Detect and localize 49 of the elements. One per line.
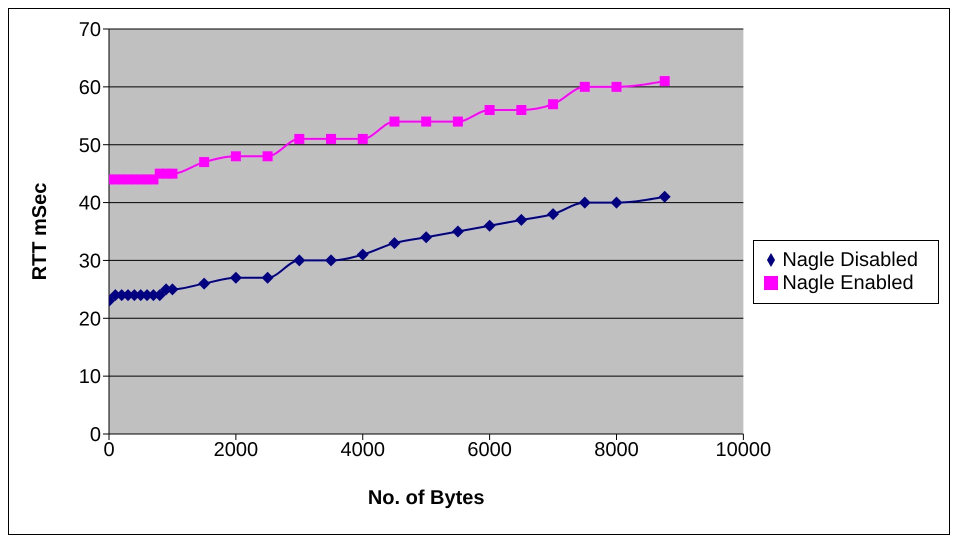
point	[389, 116, 400, 127]
point	[388, 237, 400, 250]
point	[420, 231, 432, 244]
x-tick-label: 4000	[340, 439, 385, 462]
y-tick-label: 10	[78, 366, 101, 388]
point	[198, 278, 210, 290]
y-tick-label: 70	[78, 19, 101, 42]
y-tick-label: 30	[78, 250, 101, 273]
point	[452, 116, 463, 127]
point	[515, 214, 528, 226]
point	[358, 134, 368, 144]
x-tick-label: 6000	[467, 439, 512, 462]
point	[516, 105, 526, 115]
x-tick-label: 8000	[594, 439, 639, 462]
point	[660, 76, 670, 86]
point	[293, 254, 306, 266]
y-tick-label: 0	[90, 424, 101, 446]
y-tick-label: 20	[78, 308, 101, 330]
point	[578, 196, 591, 209]
x-axis-title: No. of Bytes	[368, 487, 485, 509]
point	[548, 99, 558, 110]
point	[262, 151, 273, 162]
point	[484, 220, 496, 232]
point	[356, 248, 369, 261]
point	[580, 82, 590, 92]
y-tick-label: 40	[78, 192, 101, 215]
point	[167, 168, 178, 179]
point	[326, 134, 336, 144]
y-axis-title: RTT mSec	[29, 182, 52, 280]
y-tick-label: 60	[78, 76, 101, 99]
point	[547, 208, 560, 220]
point	[294, 134, 304, 144]
point	[199, 157, 210, 168]
point	[452, 226, 464, 238]
y-tick-label: 50	[78, 134, 101, 157]
point	[262, 272, 274, 284]
point	[610, 196, 622, 209]
point	[230, 272, 242, 284]
x-tick-label: 10000	[716, 439, 772, 462]
point	[421, 116, 432, 127]
x-tick-label: 0	[103, 439, 115, 462]
legend-label: Nagle Disabled	[782, 248, 918, 270]
point	[230, 151, 241, 162]
point	[611, 82, 622, 92]
point	[484, 105, 495, 115]
point	[658, 190, 671, 203]
x-tick-label: 2000	[214, 439, 258, 462]
legend-label: Nagle Enabled	[782, 272, 914, 294]
point	[325, 254, 338, 266]
